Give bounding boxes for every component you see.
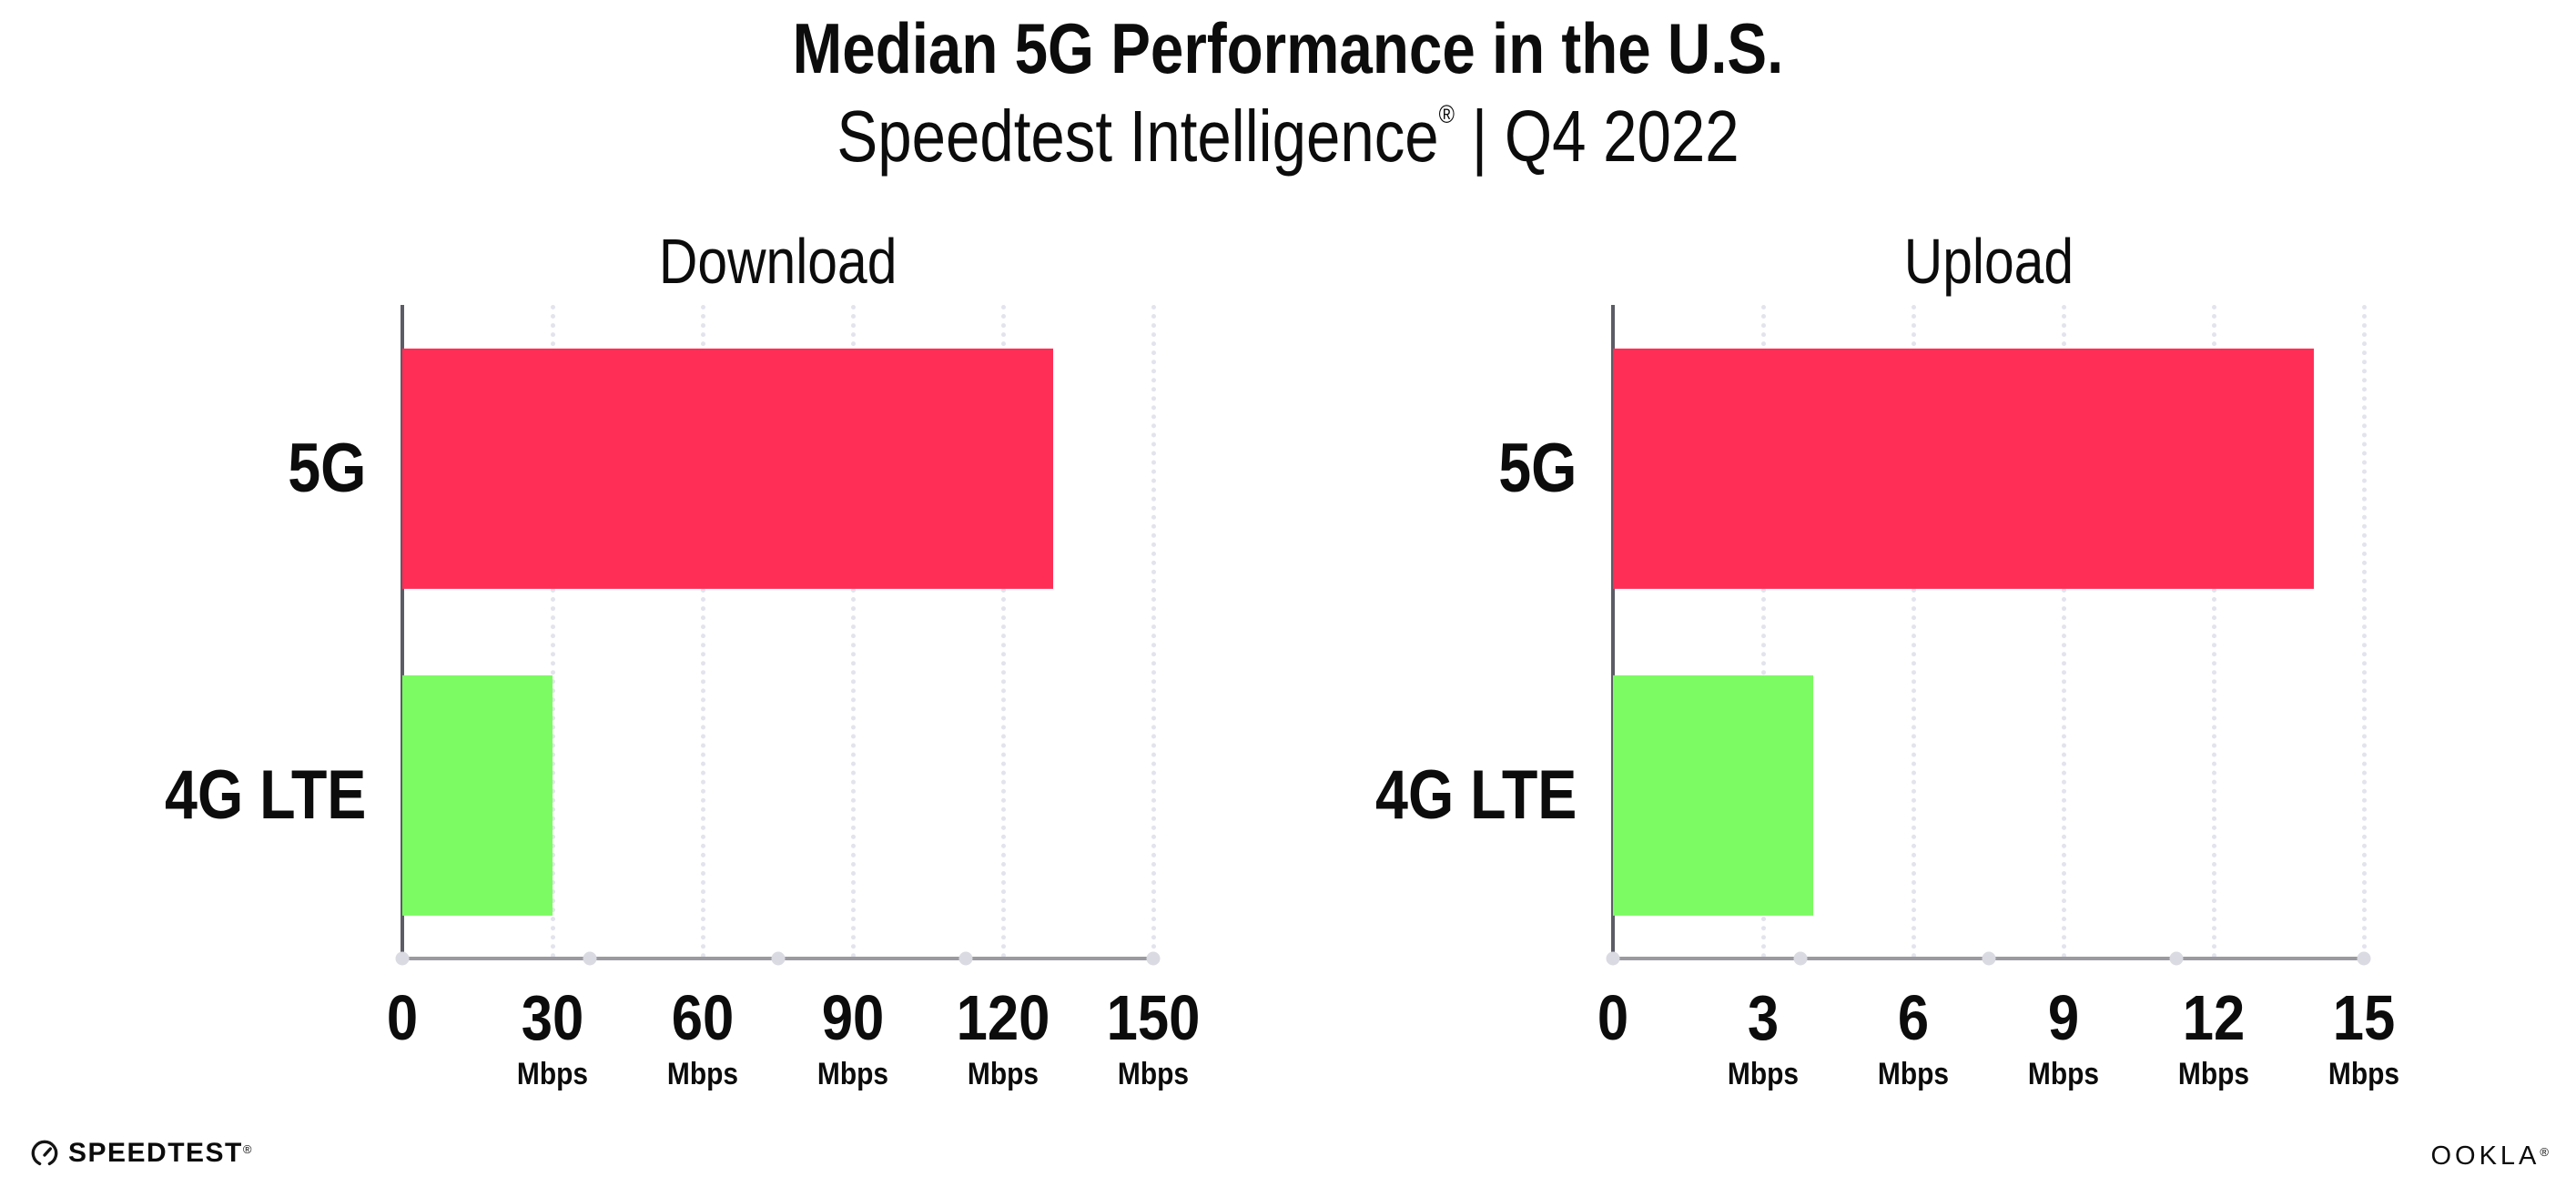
x-tick-value: 0: [386, 982, 419, 1053]
gridline-30: [551, 305, 555, 959]
x-tick-12: 12 Mbps: [2178, 986, 2249, 1090]
x-tick-value: 120: [956, 982, 1050, 1053]
x-tick-unit: Mbps: [816, 1057, 889, 1091]
x-tick-3: 3 Mbps: [1728, 986, 1799, 1090]
x-tick-value: 3: [1747, 982, 1780, 1053]
bar-4g-lte-download: [402, 675, 553, 916]
x-tick-value: 90: [821, 982, 885, 1053]
y-label-5g: 5G: [1497, 429, 1577, 507]
x-tick-value: 6: [1897, 982, 1930, 1053]
x-tick-unit: Mbps: [2177, 1057, 2250, 1091]
chart-title-upload: Upload: [1903, 226, 2074, 297]
ookla-registered-icon: ®: [2540, 1145, 2552, 1159]
x-tick-0: 0: [1597, 986, 1628, 1050]
axis-dot: [1982, 951, 1995, 966]
gridline-120: [1001, 305, 1006, 959]
speedtest-trademark-icon: ®: [242, 1142, 253, 1156]
x-tick-value: 0: [1597, 982, 1629, 1053]
x-tick-value: 30: [521, 982, 584, 1053]
x-tick-value: 60: [671, 982, 735, 1053]
gridline-15: [2362, 305, 2367, 959]
x-tick-unit: Mbps: [2328, 1057, 2400, 1091]
subtitle-period: | Q4 2022: [1455, 96, 1739, 177]
gridline-6: [1912, 305, 1916, 959]
x-tick-unit: Mbps: [1727, 1057, 1800, 1091]
x-tick-unit: Mbps: [1877, 1057, 1950, 1091]
gridline-9: [2062, 305, 2066, 959]
x-tick-120: 120 Mbps: [957, 986, 1050, 1090]
x-tick-unit: Mbps: [1117, 1057, 1190, 1091]
x-tick-unit: Mbps: [666, 1057, 739, 1091]
axis-dot: [1146, 951, 1161, 966]
x-tick-unit: Mbps: [2027, 1057, 2100, 1091]
x-tick-9: 9 Mbps: [2028, 986, 2099, 1090]
y-axis: [401, 305, 404, 959]
axis-dot: [2357, 951, 2371, 966]
axis-dot: [1793, 951, 1808, 966]
speedtest-gauge-icon: [31, 1140, 58, 1166]
plot-area-upload: 0 3 Mbps 6 Mbps 9 Mbps 12 Mbps 15 Mbps 5G 4G LTE: [1375, 305, 2399, 1090]
x-tick-0: 0: [387, 986, 418, 1050]
x-tick-value: 9: [2047, 982, 2080, 1053]
speedtest-logo: SPEEDTEST®: [30, 1138, 253, 1169]
bar-5g-download: [402, 348, 1053, 589]
gridline-150: [1151, 305, 1156, 959]
x-tick-unit: Mbps: [967, 1057, 1040, 1091]
x-tick-6: 6 Mbps: [1878, 986, 1949, 1090]
speedtest-wordmark: SPEEDTEST®: [68, 1138, 253, 1168]
x-tick-90: 90 Mbps: [817, 986, 888, 1090]
axis-dot: [395, 951, 410, 966]
x-tick-150: 150 Mbps: [1107, 986, 1201, 1090]
gridline-12: [2212, 305, 2216, 959]
page-title: Median 5G Performance in the U.S.: [792, 8, 1784, 88]
gridline-3: [1761, 305, 1766, 959]
x-tick-30: 30 Mbps: [517, 986, 588, 1090]
plot-area-download: 0 30 Mbps 60 Mbps 90 Mbps 120 Mbps 150 Mbps 5G 4G LT…: [165, 305, 1200, 1090]
axis-dot: [583, 951, 597, 966]
x-tick-value: 150: [1106, 982, 1201, 1053]
registered-mark-icon: ®: [1438, 100, 1455, 128]
x-tick-value: 15: [2332, 982, 2396, 1053]
bar-4g-lte-upload: [1613, 675, 1813, 916]
axis-dot: [1606, 951, 1620, 966]
y-axis: [1611, 305, 1615, 959]
page-subtitle: Speedtest Intelligence® | Q4 2022: [0, 100, 2576, 173]
header: Median 5G Performance in the U.S. Speedt…: [0, 0, 2576, 173]
y-label-4g-lte: 4G LTE: [164, 756, 366, 834]
gridline-60: [701, 305, 705, 959]
x-tick-15: 15 Mbps: [2328, 986, 2399, 1090]
axis-dot: [771, 951, 785, 966]
x-tick-60: 60 Mbps: [667, 986, 738, 1090]
axis-dot: [958, 951, 973, 966]
bar-5g-upload: [1613, 348, 2314, 589]
chart-title-download: Download: [658, 226, 898, 297]
y-label-5g: 5G: [287, 429, 366, 507]
y-label-4g-lte: 4G LTE: [1374, 756, 1577, 834]
axis-dot: [2169, 951, 2184, 966]
ookla-wordmark: OOKLA: [2430, 1141, 2541, 1171]
x-tick-unit: Mbps: [516, 1057, 589, 1091]
x-tick-value: 12: [2182, 982, 2246, 1053]
subtitle-brand: Speedtest Intelligence: [837, 96, 1439, 177]
gridline-90: [851, 305, 856, 959]
ookla-logo: OOKLA®: [2430, 1141, 2552, 1172]
